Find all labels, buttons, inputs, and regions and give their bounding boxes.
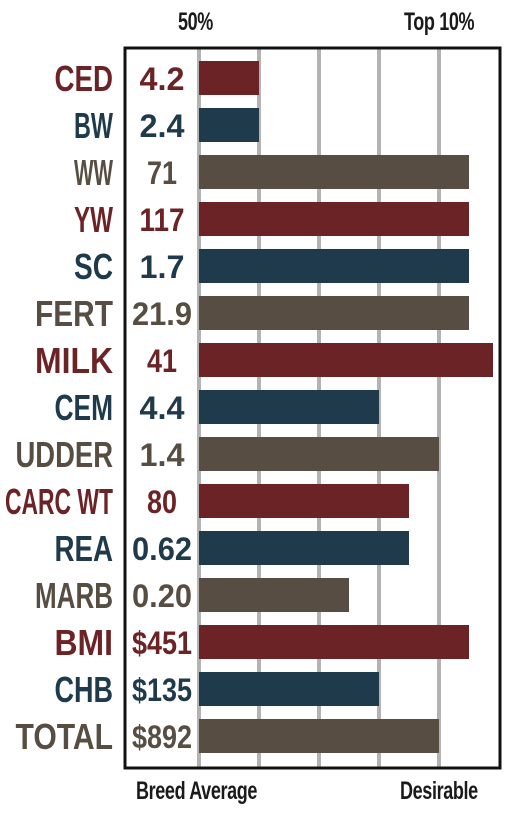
- bar-sc: [199, 249, 469, 283]
- value-label: 117: [140, 202, 185, 238]
- trait-label: SC: [74, 246, 113, 287]
- value-label: 4.2: [140, 61, 185, 97]
- value-label: 0.62: [132, 531, 192, 567]
- trait-label: WW: [74, 152, 113, 193]
- chart-frame: [123, 46, 502, 770]
- value-label: 2.4: [140, 108, 185, 144]
- bar-bmi: [199, 625, 469, 659]
- top-label-50-percent: 50%: [178, 8, 213, 36]
- bar-carc-wt: [199, 484, 409, 518]
- bar-chb: [199, 672, 379, 706]
- bar-rea: [199, 531, 409, 565]
- bar-marb: [199, 578, 349, 612]
- value-label: 80: [147, 484, 177, 520]
- trait-label: MARB: [35, 575, 113, 616]
- value-label: 0.20: [132, 578, 192, 614]
- bar-total: [199, 719, 439, 753]
- bar-fert: [199, 296, 469, 330]
- value-label: 21.9: [132, 296, 192, 332]
- bar-cem: [199, 390, 379, 424]
- value-label: 71: [147, 155, 177, 191]
- trait-label: UDDER: [16, 434, 114, 475]
- value-label: 4.4: [140, 390, 185, 426]
- trait-label: TOTAL: [16, 716, 114, 757]
- bottom-label-desirable: Desirable: [400, 777, 478, 805]
- value-label: $892: [132, 719, 192, 755]
- value-label: $135: [132, 672, 192, 708]
- trait-label: BMI: [55, 622, 114, 663]
- value-label: $451: [132, 625, 192, 661]
- trait-label: REA: [55, 528, 114, 569]
- trait-label: CHB: [55, 669, 114, 710]
- bar-ced: [199, 61, 259, 95]
- bar-ww: [199, 155, 469, 189]
- trait-label: FERT: [35, 293, 113, 334]
- bar-bw: [199, 108, 259, 142]
- bottom-label-breed-average: Breed Average: [136, 777, 258, 805]
- trait-label: BW: [74, 105, 113, 146]
- trait-label: CARC WT: [5, 481, 113, 522]
- bar-yw: [199, 202, 469, 236]
- value-label: 41: [147, 343, 177, 379]
- trait-label: MILK: [35, 340, 113, 381]
- value-label: 1.7: [140, 249, 185, 285]
- top-label-top-10-percent: Top 10%: [404, 8, 475, 36]
- trait-label: CEM: [55, 387, 114, 428]
- trait-label: YW: [74, 199, 113, 240]
- bar-milk: [199, 343, 493, 377]
- value-label: 1.4: [140, 437, 185, 473]
- trait-label: CED: [55, 58, 114, 99]
- bar-udder: [199, 437, 439, 471]
